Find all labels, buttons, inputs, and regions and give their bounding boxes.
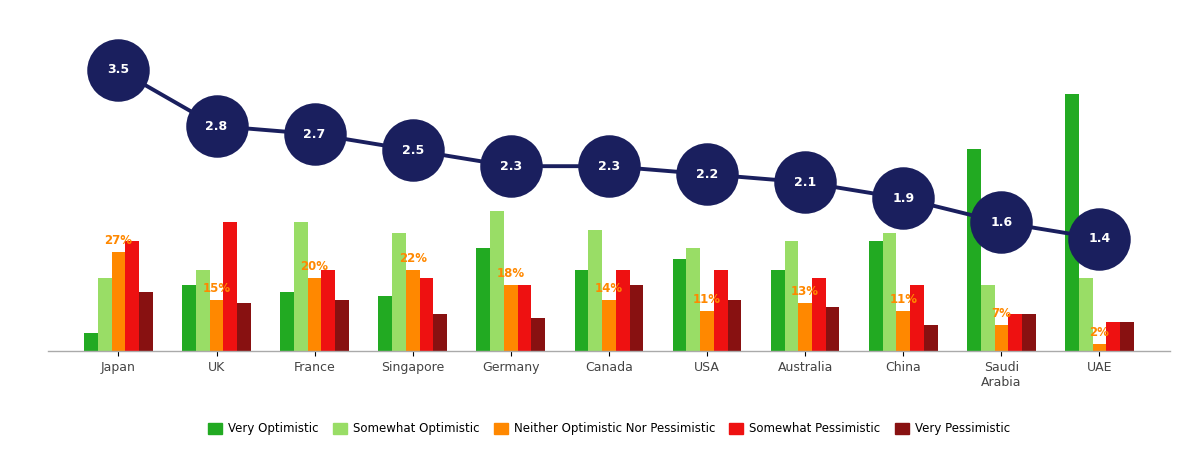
Bar: [687, 248, 700, 351]
Bar: [967, 149, 980, 351]
Text: 2.3: 2.3: [598, 160, 620, 173]
Bar: [378, 296, 392, 351]
Bar: [321, 270, 336, 351]
Bar: [799, 303, 812, 351]
Text: 1.9: 1.9: [892, 192, 915, 205]
Text: 2.8: 2.8: [205, 120, 228, 132]
Text: 1.6: 1.6: [990, 216, 1013, 229]
Point: [599, 162, 618, 170]
Bar: [308, 278, 321, 351]
Bar: [281, 292, 294, 351]
Text: 27%: 27%: [104, 234, 133, 247]
Bar: [812, 278, 826, 351]
Bar: [139, 292, 153, 351]
Bar: [1008, 314, 1022, 351]
Bar: [589, 230, 602, 351]
Bar: [223, 222, 238, 351]
Bar: [419, 278, 433, 351]
Bar: [1107, 322, 1120, 351]
Text: 3.5: 3.5: [107, 63, 129, 76]
Bar: [574, 270, 589, 351]
Bar: [714, 270, 727, 351]
Text: 11%: 11%: [693, 293, 721, 306]
Bar: [897, 310, 910, 351]
Bar: [910, 285, 924, 351]
Bar: [98, 278, 111, 351]
Bar: [1022, 314, 1035, 351]
Text: 2.3: 2.3: [500, 160, 522, 173]
Point: [894, 195, 913, 202]
Bar: [629, 285, 644, 351]
Bar: [1120, 322, 1134, 351]
Text: 7%: 7%: [991, 307, 1011, 320]
Bar: [84, 333, 98, 351]
Bar: [125, 241, 139, 351]
Text: 14%: 14%: [595, 282, 623, 295]
Point: [1090, 235, 1109, 242]
Bar: [531, 318, 546, 351]
Bar: [392, 234, 406, 351]
Bar: [433, 314, 447, 351]
Bar: [924, 325, 937, 351]
Point: [404, 147, 423, 154]
Bar: [882, 234, 897, 351]
Bar: [196, 270, 210, 351]
Bar: [826, 307, 839, 351]
Text: 11%: 11%: [890, 293, 917, 306]
Text: 13%: 13%: [792, 285, 819, 298]
Point: [304, 130, 324, 138]
Bar: [602, 300, 616, 351]
Text: 2%: 2%: [1090, 326, 1109, 339]
Bar: [406, 270, 419, 351]
Bar: [111, 252, 125, 351]
Point: [697, 171, 716, 178]
Bar: [1093, 344, 1107, 351]
Text: 15%: 15%: [203, 282, 230, 295]
Bar: [869, 241, 882, 351]
Text: 18%: 18%: [497, 267, 525, 280]
Bar: [1079, 278, 1093, 351]
Bar: [491, 212, 504, 351]
Legend: Very Optimistic, Somewhat Optimistic, Neither Optimistic Nor Pessimistic, Somewh: Very Optimistic, Somewhat Optimistic, Ne…: [203, 418, 1015, 440]
Text: 2.2: 2.2: [696, 168, 718, 181]
Text: 1.4: 1.4: [1089, 232, 1110, 245]
Bar: [1065, 94, 1079, 351]
Point: [795, 179, 814, 186]
Bar: [183, 285, 196, 351]
Text: 2.7: 2.7: [303, 127, 326, 140]
Point: [207, 122, 226, 130]
Bar: [616, 270, 629, 351]
Text: 2.1: 2.1: [794, 176, 817, 189]
Text: 2.5: 2.5: [401, 144, 424, 157]
Point: [109, 66, 128, 73]
Bar: [336, 300, 349, 351]
Bar: [476, 248, 491, 351]
Bar: [294, 222, 308, 351]
Bar: [980, 285, 995, 351]
Bar: [771, 270, 784, 351]
Bar: [238, 303, 251, 351]
Text: 22%: 22%: [399, 252, 426, 266]
Bar: [700, 310, 714, 351]
Bar: [995, 325, 1008, 351]
Text: 20%: 20%: [301, 260, 328, 273]
Bar: [727, 300, 741, 351]
Bar: [504, 285, 518, 351]
Point: [992, 219, 1011, 226]
Bar: [784, 241, 799, 351]
Bar: [672, 259, 687, 351]
Bar: [518, 285, 531, 351]
Bar: [210, 300, 223, 351]
Point: [501, 162, 521, 170]
